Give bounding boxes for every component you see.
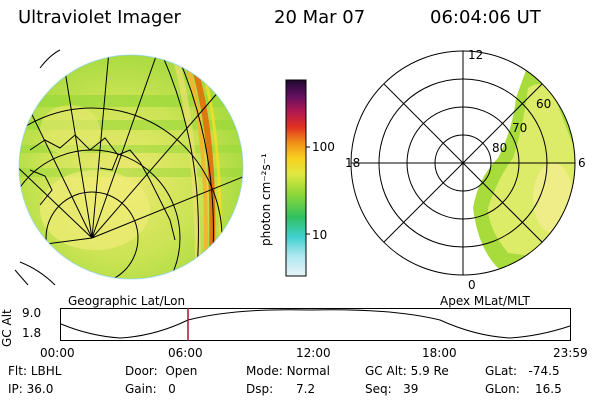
geographic-image-panel <box>14 49 244 286</box>
mlt-label-18: 18 <box>345 156 361 170</box>
status-mode: Mode: Normal <box>246 364 330 378</box>
geo-panel-caption: Geographic Lat/Lon <box>68 294 186 308</box>
mlt-label-12: 12 <box>468 48 484 62</box>
colorbar-tick-10: 10 <box>312 228 328 242</box>
status-seq: Seq: 39 <box>365 382 419 396</box>
status-ip: IP: 36.0 <box>8 382 54 396</box>
polar-plot-panel <box>350 50 576 276</box>
geo-uv-image <box>19 55 243 279</box>
date-label: 20 Mar 07 <box>274 7 366 28</box>
orbit-xtick-2359: 23:59 <box>553 346 588 360</box>
orbit-axis-label: GC Alt <box>0 309 14 347</box>
status-gc-alt: GC Alt: 5.9 Re <box>365 364 449 378</box>
polar-panel-caption: Apex MLat/MLT <box>440 294 530 308</box>
colorbar <box>285 79 310 277</box>
orbit-altitude-plot <box>60 308 571 341</box>
orbit-ytick-1-8: 1.8 <box>22 326 42 340</box>
orbit-xtick-1200: 12:00 <box>296 346 331 360</box>
colorbar-unit-label: photon cm⁻²s⁻¹ <box>259 153 273 246</box>
orbit-xtick-0000: 00:00 <box>40 346 75 360</box>
status-door: Door: Open <box>125 364 198 378</box>
coastline <box>29 134 176 241</box>
mlat-label-60: 60 <box>536 97 552 111</box>
mlt-label-0: 0 <box>468 278 476 292</box>
mlat-label-80: 80 <box>492 141 508 155</box>
status-gain: Gain: 0 <box>125 382 176 396</box>
status-flt: Flt: LBHL <box>8 364 62 378</box>
graticule-outer-lines <box>14 49 61 286</box>
status-dsp: Dsp: 7.2 <box>246 382 316 396</box>
orbit-ytick-9: 9.0 <box>22 306 42 320</box>
polar-grid <box>350 50 576 276</box>
status-glat: GLat: -74.5 <box>485 364 560 378</box>
orbit-xtick-1800: 18:00 <box>422 346 457 360</box>
orbit-altitude-curve <box>60 309 571 339</box>
mlat-label-70: 70 <box>512 121 528 135</box>
status-glon: GLon: 16.5 <box>485 382 562 396</box>
app-title: Ultraviolet Imager <box>18 7 181 28</box>
orbit-xtick-0600: 06:00 <box>168 346 203 360</box>
time-label: 06:04:06 UT <box>430 7 541 28</box>
mlt-label-6: 6 <box>578 156 586 170</box>
aurora-oval-band <box>189 59 216 251</box>
colorbar-tick-100: 100 <box>312 140 335 154</box>
